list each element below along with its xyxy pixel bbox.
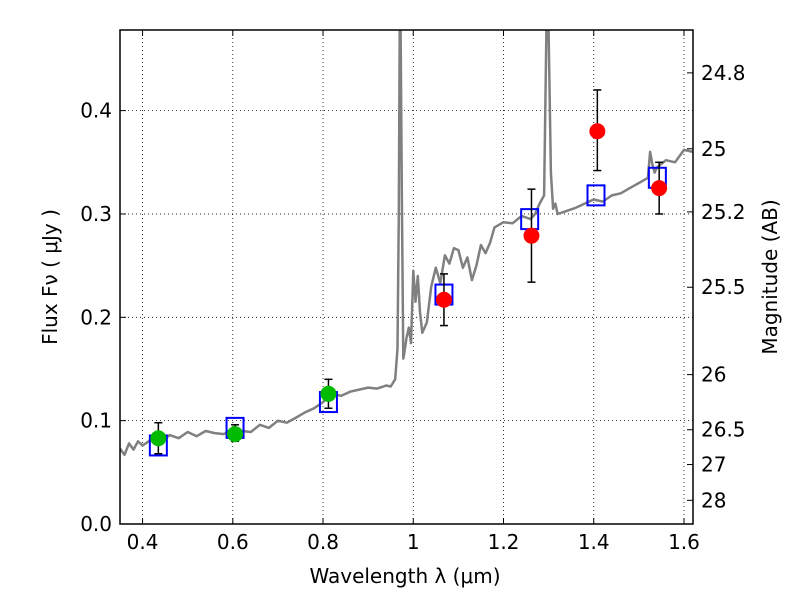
axis-ticks: 0.4 0.6 0.8 1 1.2 1.4 1.6 0.0 0.1 0.2 0.3 0.4 24.8 25… [80,30,746,554]
right-tick-label: 25.5 [701,275,746,299]
right-tick-label: 27 [701,453,726,477]
detection-point [150,430,167,447]
detection-point [227,426,244,443]
y-tick-label: 0.0 [80,512,112,536]
right-tick-label: 25.2 [701,200,746,224]
right-tick-label: 26.5 [701,418,746,442]
y-tick-label: 0.2 [80,305,112,329]
right-tick-label: 24.8 [701,61,746,85]
y-tick-label: 0.3 [80,202,112,226]
model-box [586,184,606,207]
x-tick-label: 0.8 [307,530,339,554]
plot-area [120,30,693,457]
x-axis-label: Wavelength λ (μm) [309,564,500,588]
right-tick-label: 26 [701,363,726,387]
nondetection-point [651,180,668,197]
y-tick-label: 0.1 [80,409,112,433]
grid [120,30,693,525]
x-tick-label: 1.6 [668,530,700,554]
plot-frame [119,29,694,525]
nondetection-point [589,123,606,140]
x-tick-label: 1 [407,530,420,554]
y-axis-label: Flux Fν ( μJy ) [38,209,62,345]
spectrum-line [120,30,693,457]
right-tick-label: 28 [701,488,726,512]
x-tick-label: 1.2 [488,530,520,554]
nondetection-point [523,227,540,244]
x-tick-label: 0.6 [217,530,249,554]
nondetection-point [435,291,452,308]
y-tick-label: 0.4 [80,99,112,123]
x-tick-label: 0.4 [127,530,159,554]
right-tick-label: 25 [701,137,726,161]
x-tick-label: 1.4 [578,530,610,554]
right-y-axis-label: Magnitude (AB) [758,199,782,354]
detection-point [320,385,337,402]
